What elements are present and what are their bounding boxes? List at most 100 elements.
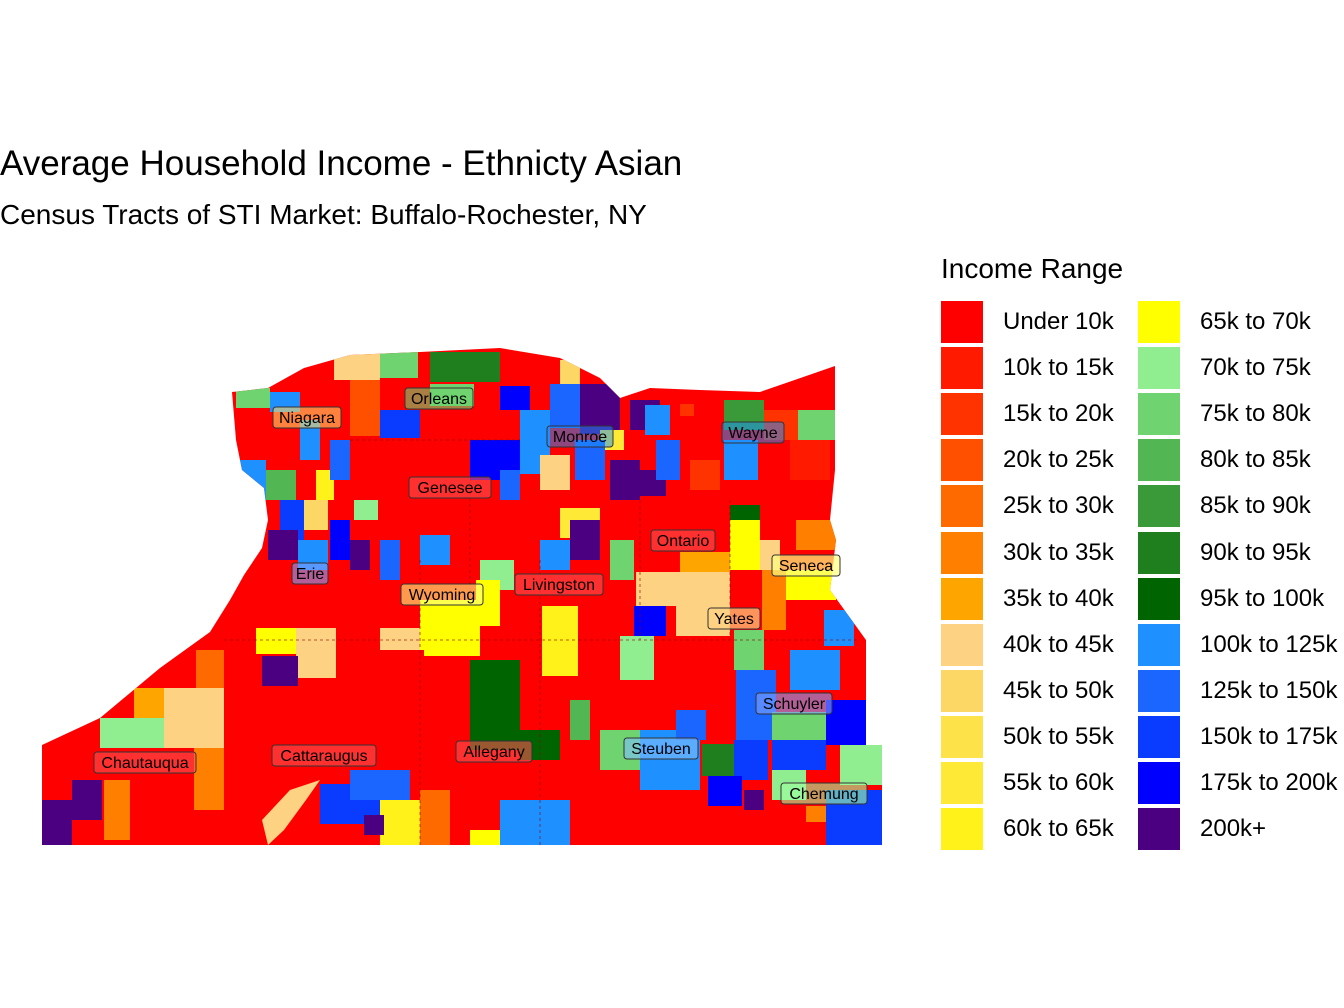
tract — [354, 650, 424, 700]
tract — [610, 460, 640, 500]
tract — [350, 540, 370, 570]
legend-label: 175k to 200k — [1200, 769, 1338, 796]
legend-swatch — [941, 624, 983, 666]
tract — [724, 440, 758, 480]
tract — [620, 636, 654, 680]
tract — [316, 470, 334, 500]
tract — [350, 380, 380, 436]
legend-label: 75k to 80k — [1200, 400, 1311, 427]
tract — [680, 404, 694, 416]
tract — [194, 748, 224, 810]
legend-item: 95k to 100k — [1138, 578, 1343, 620]
legend-item: 65k to 70k — [1138, 301, 1343, 343]
svg-text:Allegany: Allegany — [463, 744, 524, 761]
legend-item: 200k+ — [1138, 808, 1343, 850]
legend-swatch — [941, 532, 983, 574]
tract — [380, 800, 420, 845]
legend-item: 100k to 125k — [1138, 624, 1343, 666]
svg-text:Genesee: Genesee — [418, 480, 483, 497]
legend-item: 150k to 175k — [1138, 716, 1343, 758]
legend-label: 95k to 100k — [1200, 585, 1325, 612]
tract — [730, 520, 760, 570]
tract — [500, 800, 570, 845]
tract — [380, 410, 420, 438]
legend-item: 125k to 150k — [1138, 670, 1343, 712]
legend-item: 20k to 25k — [941, 439, 1146, 481]
county-label-genesee: Genesee — [408, 476, 492, 499]
tract — [42, 800, 72, 845]
legend-label: 150k to 175k — [1200, 723, 1338, 750]
legend-swatch — [1138, 670, 1180, 712]
legend-item: 10k to 15k — [941, 347, 1146, 389]
legend-item: 90k to 95k — [1138, 532, 1343, 574]
tract — [266, 470, 296, 500]
tract — [796, 520, 836, 550]
tract — [790, 440, 830, 480]
county-label-allegany: Allegany — [455, 740, 533, 763]
tract — [268, 530, 298, 560]
county-label-orleans: Orleans — [404, 387, 474, 410]
legend-swatch — [1138, 808, 1180, 850]
legend-swatch — [941, 393, 983, 435]
svg-text:Chautauqua: Chautauqua — [101, 755, 188, 772]
legend-item: Under 10k — [941, 301, 1146, 343]
tract — [680, 552, 730, 572]
tract — [542, 606, 578, 676]
legend-swatch — [941, 762, 983, 804]
legend-label: 60k to 65k — [1003, 815, 1114, 842]
county-labels: Niagara Orleans Monroe Wayne Genesee Ont… — [93, 387, 868, 805]
legend-item: 70k to 75k — [1138, 347, 1343, 389]
legend-swatch — [1138, 393, 1180, 435]
tract-layer — [42, 348, 882, 845]
svg-text:Wyoming: Wyoming — [409, 587, 476, 604]
svg-text:Erie: Erie — [296, 566, 325, 583]
tract — [824, 610, 854, 646]
county-label-yates: Yates — [707, 607, 761, 630]
legend-swatch — [941, 301, 983, 343]
legend-item: 80k to 85k — [1138, 439, 1343, 481]
tract — [676, 710, 706, 740]
tract — [262, 780, 320, 845]
map-subtitle: Census Tracts of STI Market: Buffalo-Roc… — [0, 199, 647, 230]
tract — [304, 500, 328, 530]
svg-text:Chemung: Chemung — [789, 786, 858, 803]
tract — [570, 700, 590, 740]
tract — [100, 718, 164, 748]
svg-text:Yates: Yates — [714, 611, 754, 628]
legend-label: 30k to 35k — [1003, 539, 1114, 566]
legend-swatch — [1138, 578, 1180, 620]
legend-label: Under 10k — [1003, 308, 1114, 335]
legend-label: 55k to 60k — [1003, 769, 1114, 796]
legend-item: 15k to 20k — [941, 393, 1146, 435]
tract — [420, 535, 450, 565]
tract — [560, 360, 580, 384]
legend-title: Income Range — [941, 253, 1124, 284]
svg-text:Orleans: Orleans — [411, 391, 467, 408]
tract — [540, 455, 570, 490]
legend-item: 50k to 55k — [941, 716, 1146, 758]
svg-text:Seneca: Seneca — [779, 558, 833, 575]
legend-swatch — [1138, 762, 1180, 804]
legend-item: 25k to 30k — [941, 485, 1146, 527]
tract — [134, 790, 164, 810]
tract — [430, 352, 500, 382]
legend-swatch — [941, 808, 983, 850]
legend-item: 75k to 80k — [1138, 393, 1343, 435]
county-label-steuben: Steuben — [623, 737, 699, 760]
county-label-niagara: Niagara — [272, 406, 342, 429]
county-label-wyoming: Wyoming — [400, 583, 484, 606]
county-label-livingston: Livingston — [514, 573, 604, 596]
legend-label: 10k to 15k — [1003, 354, 1114, 381]
tract — [636, 572, 676, 606]
tract — [104, 780, 130, 840]
county-label-ontario: Ontario — [650, 529, 716, 552]
legend-swatch — [1138, 716, 1180, 758]
tract — [734, 630, 764, 670]
county-label-monroe: Monroe — [546, 425, 614, 448]
tract — [798, 410, 838, 440]
tract — [420, 600, 480, 656]
svg-text:Steuben: Steuben — [631, 741, 691, 758]
tract — [196, 650, 224, 690]
tract — [772, 712, 826, 740]
